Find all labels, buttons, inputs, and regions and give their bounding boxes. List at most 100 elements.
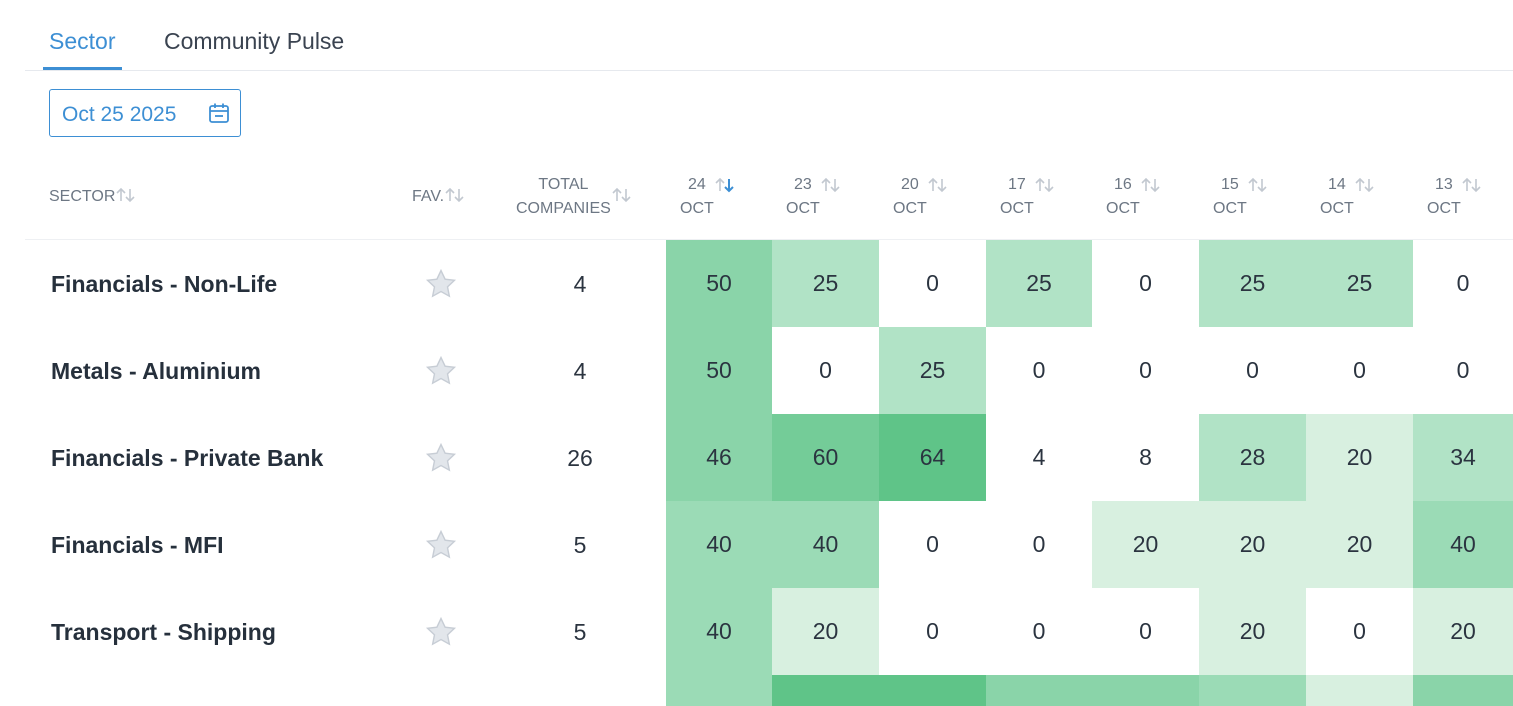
favorite-star-icon[interactable] bbox=[424, 615, 458, 649]
column-header-label: 13 OCT bbox=[1427, 173, 1461, 221]
heatmap-cell: 8 bbox=[1092, 414, 1199, 501]
date-picker[interactable]: Oct 25 2025 bbox=[49, 89, 241, 137]
heatmap-cell: 0 bbox=[879, 240, 986, 327]
heatmap-cell: 25 bbox=[879, 327, 986, 414]
favorite-star-icon[interactable] bbox=[424, 528, 458, 562]
column-header-label: 17 OCT bbox=[1000, 173, 1034, 221]
heatmap-cell: 20 bbox=[772, 588, 879, 675]
sort-icon[interactable] bbox=[444, 185, 466, 205]
column-header-date[interactable]: 16 OCT bbox=[1106, 173, 1162, 253]
favorite-star-icon[interactable] bbox=[424, 441, 458, 475]
column-header-day: 14 bbox=[1327, 176, 1346, 193]
heatmap-cell: 28 bbox=[1199, 414, 1306, 501]
column-header-day: 13 bbox=[1434, 176, 1453, 193]
heatmap-cell: 50 bbox=[666, 327, 772, 414]
favorite-star-icon[interactable] bbox=[424, 267, 458, 301]
heatmap-cell-partial bbox=[1413, 675, 1513, 706]
favorite-star-icon[interactable] bbox=[424, 354, 458, 388]
total-companies-value: 4 bbox=[573, 271, 587, 297]
heatmap-cell: 50 bbox=[666, 240, 772, 327]
heatmap-cell-partial bbox=[1199, 675, 1306, 706]
sort-icon[interactable] bbox=[1247, 175, 1269, 195]
column-header-month: OCT bbox=[1106, 200, 1140, 217]
sector-name[interactable]: Metals - Aluminium bbox=[51, 358, 261, 384]
heatmap-cell: 0 bbox=[1306, 588, 1413, 675]
column-header-line: TOTAL bbox=[538, 176, 589, 193]
sector-name[interactable]: Financials - MFI bbox=[51, 532, 224, 558]
sector-name[interactable]: Financials - Non-Life bbox=[51, 271, 278, 297]
column-header-label: FAV. bbox=[412, 188, 445, 205]
column-header-label: 14 OCT bbox=[1320, 173, 1354, 221]
table-header: SECTOR FAV. TOTAL COMPANIES 24 OCT 23 OCT 20 O… bbox=[25, 160, 1513, 240]
heatmap-cell: 20 bbox=[1413, 588, 1513, 675]
column-header-month: OCT bbox=[1000, 200, 1034, 217]
heatmap-cell: 40 bbox=[1413, 501, 1513, 588]
column-header-date[interactable]: 15 OCT bbox=[1213, 173, 1269, 253]
heatmap-cell-partial bbox=[1092, 675, 1199, 706]
sort-icon[interactable] bbox=[714, 175, 736, 195]
heatmap-cell: 25 bbox=[772, 240, 879, 327]
column-header-label: 23 OCT bbox=[786, 173, 820, 221]
column-header-month: OCT bbox=[1427, 200, 1461, 217]
column-header-day: 16 bbox=[1113, 176, 1132, 193]
heatmap-cell: 0 bbox=[986, 588, 1092, 675]
column-header-month: OCT bbox=[680, 200, 714, 217]
calendar-icon[interactable] bbox=[208, 102, 230, 124]
heatmap-cell: 0 bbox=[1092, 327, 1199, 414]
heatmap-cell-partial bbox=[772, 675, 879, 706]
heatmap-cell: 40 bbox=[772, 501, 879, 588]
sort-icon[interactable] bbox=[115, 185, 137, 205]
column-header-label: 16 OCT bbox=[1106, 173, 1140, 221]
heatmap-cell: 0 bbox=[1199, 327, 1306, 414]
column-header-label: 24 OCT bbox=[680, 173, 714, 221]
column-header-date[interactable]: 24 OCT bbox=[680, 173, 736, 253]
heatmap-cell: 34 bbox=[1413, 414, 1513, 501]
sort-icon[interactable] bbox=[1461, 175, 1483, 195]
column-header-month: OCT bbox=[893, 200, 927, 217]
heatmap-cell: 0 bbox=[772, 327, 879, 414]
heatmap-cell: 20 bbox=[1199, 588, 1306, 675]
column-header-day: 20 bbox=[900, 176, 919, 193]
column-header-date[interactable]: 20 OCT bbox=[893, 173, 949, 253]
sort-icon[interactable] bbox=[1354, 175, 1376, 195]
column-header-line: COMPANIES bbox=[516, 200, 611, 217]
column-header-date[interactable]: 23 OCT bbox=[786, 173, 842, 253]
sector-name[interactable]: Financials - Private Bank bbox=[51, 445, 324, 471]
heatmap-cell: 25 bbox=[986, 240, 1092, 327]
column-header-date[interactable]: 17 OCT bbox=[1000, 173, 1056, 253]
sort-icon[interactable] bbox=[1140, 175, 1162, 195]
heatmap-cell: 25 bbox=[1199, 240, 1306, 327]
column-header-sector[interactable]: SECTOR bbox=[49, 185, 137, 265]
heatmap-cell: 0 bbox=[1092, 240, 1199, 327]
tab-bar: Sector Community Pulse bbox=[25, 0, 1513, 71]
total-companies-value: 5 bbox=[573, 619, 587, 645]
tab-sector[interactable]: Sector bbox=[49, 28, 116, 54]
total-companies-value: 26 bbox=[567, 445, 593, 471]
heatmap-cell: 0 bbox=[986, 327, 1092, 414]
heatmap-cell: 0 bbox=[879, 588, 986, 675]
sector-name[interactable]: Transport - Shipping bbox=[51, 619, 276, 645]
heatmap-cell: 0 bbox=[879, 501, 986, 588]
column-header-month: OCT bbox=[1213, 200, 1247, 217]
column-header-date[interactable]: 14 OCT bbox=[1320, 173, 1376, 253]
heatmap-cell: 20 bbox=[1092, 501, 1199, 588]
sort-icon[interactable] bbox=[611, 185, 633, 205]
sort-icon[interactable] bbox=[820, 175, 842, 195]
column-header-date[interactable]: 13 OCT bbox=[1427, 173, 1483, 253]
column-header-month: OCT bbox=[786, 200, 820, 217]
heatmap-cell: 40 bbox=[666, 588, 772, 675]
heatmap-cell: 64 bbox=[879, 414, 986, 501]
sort-icon[interactable] bbox=[927, 175, 949, 195]
column-header-fav[interactable]: FAV. bbox=[412, 185, 466, 265]
heatmap-cell: 0 bbox=[1092, 588, 1199, 675]
column-header-total-companies[interactable]: TOTAL COMPANIES bbox=[516, 173, 633, 253]
heatmap-cell: 0 bbox=[1306, 327, 1413, 414]
column-header-month: OCT bbox=[1320, 200, 1354, 217]
heatmap-cell: 25 bbox=[1306, 240, 1413, 327]
total-companies-value: 5 bbox=[573, 532, 587, 558]
date-picker-value: Oct 25 2025 bbox=[62, 103, 177, 126]
column-header-day: 23 bbox=[793, 176, 812, 193]
heatmap-cell: 0 bbox=[986, 501, 1092, 588]
sort-icon[interactable] bbox=[1034, 175, 1056, 195]
tab-community-pulse[interactable]: Community Pulse bbox=[164, 28, 345, 54]
